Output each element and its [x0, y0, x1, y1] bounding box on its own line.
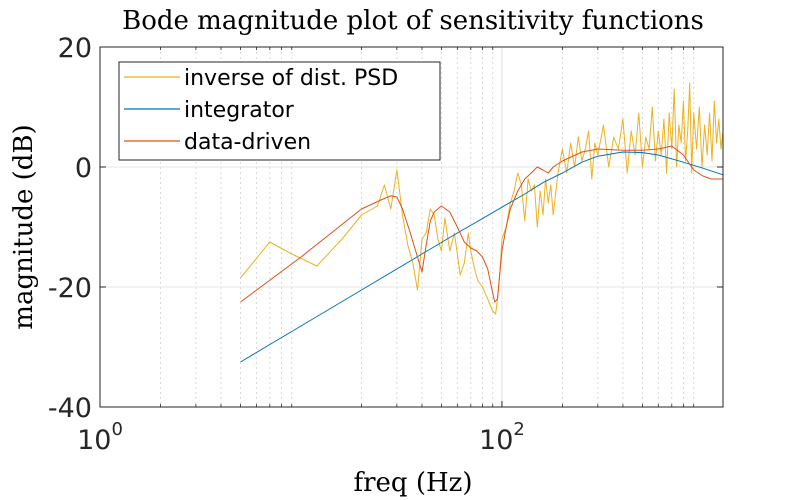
x-tick-exponent: 0: [111, 419, 122, 440]
legend-label: integrator: [184, 98, 295, 123]
series-line-1: [240, 82, 724, 315]
x-tick-labels: 100 102: [77, 419, 525, 456]
tick-marks: [99, 46, 723, 408]
plot-frame: [99, 46, 724, 408]
y-tick-label: -40: [48, 393, 92, 424]
x-tick-exponent: 2: [513, 419, 524, 440]
y-tick-label: 20: [58, 33, 92, 64]
y-tick-label: -20: [48, 273, 92, 304]
legend-box: [118, 61, 441, 161]
x-tick-label: 100: [77, 419, 123, 456]
x-tick-base: 10: [479, 425, 513, 456]
series-line-2: [240, 151, 724, 363]
chart-title: Bode magnitude plot of sensitivity funct…: [122, 6, 704, 36]
legend-label: data-driven: [184, 130, 311, 155]
legend-label: inverse of dist. PSD: [184, 66, 398, 91]
y-tick-labels: -40 -20 0 20: [48, 33, 92, 424]
y-axis-label: magnitude (dB): [9, 124, 39, 329]
x-tick-label: 102: [479, 419, 525, 456]
series-lines: [240, 82, 724, 363]
legend: inverse of dist. PSD integrator data-drive…: [118, 61, 441, 161]
x-tick-base: 10: [77, 425, 111, 456]
y-tick-label: 0: [75, 153, 92, 184]
x-axis-label: freq (Hz): [353, 468, 472, 498]
series-line-3: [240, 145, 723, 303]
